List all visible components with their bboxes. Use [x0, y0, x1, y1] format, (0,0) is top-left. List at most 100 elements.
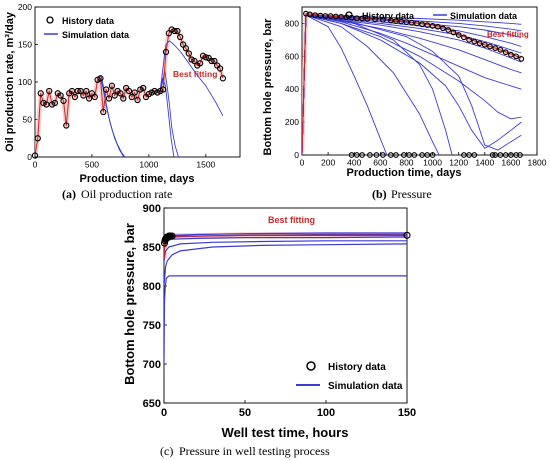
- panel-oil-production-rate: 0 500 1000 1500 0 50 100 150 200 Oil production …: [4, 2, 241, 201]
- history-point-b: [508, 152, 514, 158]
- history-point-b: [317, 12, 324, 19]
- history-point-b: [312, 12, 318, 19]
- simulation-line-c-4: [164, 243, 407, 287]
- x-tick-label-c: 100: [317, 407, 335, 419]
- y-tick-label-a: 50: [23, 115, 33, 125]
- history-point-b: [393, 18, 399, 24]
- legend-marker-history-a: [46, 16, 54, 24]
- y-tick-label-b: 600: [285, 51, 299, 61]
- history-point-b: [518, 55, 525, 62]
- history-point-b: [487, 43, 493, 50]
- history-point-b: [419, 21, 425, 28]
- history-point-b: [373, 152, 380, 158]
- x-tick-label-b: 1800: [528, 158, 547, 168]
- y-tick-label-a: 150: [18, 40, 32, 50]
- x-tick-label-b: 0: [300, 158, 305, 168]
- history-point-b: [372, 16, 378, 23]
- history-point-b: [327, 13, 334, 19]
- history-point-a: [211, 57, 218, 65]
- history-point-a: [80, 92, 87, 99]
- history-point-a: [162, 48, 170, 56]
- x-tick-label-b: 400: [347, 158, 361, 168]
- history-point-a: [51, 99, 59, 107]
- history-point-b: [455, 32, 462, 38]
- legend-marker-history-b: [345, 11, 353, 19]
- history-point-a: [131, 89, 138, 96]
- history-point-b: [408, 19, 415, 26]
- y-tick-label-b: 400: [285, 84, 299, 94]
- history-point-a: [216, 65, 224, 72]
- legend-label-simulation-a: Simulation data: [62, 30, 130, 40]
- history-point-a: [83, 87, 90, 95]
- legend-a: History data Simulation data: [44, 16, 130, 40]
- caption-a: Oil production rate: [81, 187, 172, 201]
- legend-c: History data Simulation data: [296, 361, 403, 392]
- history-point-b: [461, 34, 467, 41]
- legend-label-history-c: History data: [328, 362, 386, 373]
- history-point-a: [159, 86, 167, 93]
- history-point-a: [31, 152, 39, 159]
- caption-c: Pressure in well testing process: [179, 444, 330, 458]
- history-point-a: [111, 92, 118, 99]
- y-tick-label-b: 800: [285, 18, 299, 28]
- history-point-b: [359, 152, 365, 158]
- history-point-b: [489, 152, 496, 158]
- x-axis-label-b: Production time, days: [347, 167, 462, 179]
- history-point-a: [74, 87, 81, 95]
- history-point-b: [513, 152, 519, 158]
- x-tick-label-b: 200: [321, 158, 335, 168]
- history-point-a: [57, 92, 64, 99]
- history-point-b: [481, 41, 488, 48]
- history-point-b: [398, 18, 405, 25]
- y-tick-label-b: 0: [294, 150, 299, 160]
- x-tick-label-c: 0: [161, 407, 167, 419]
- history-point-a: [34, 135, 41, 142]
- history-point-b: [434, 23, 441, 30]
- history-point-b: [466, 152, 472, 158]
- history-point-a: [140, 84, 147, 92]
- history-point-a: [117, 90, 124, 97]
- history-point-b: [429, 152, 436, 158]
- history-point-b: [471, 38, 478, 45]
- history-point-a: [174, 27, 181, 35]
- history-point-b: [492, 152, 499, 158]
- history-point-b: [353, 152, 360, 158]
- history-point-a: [177, 33, 184, 41]
- plot-area-a: [34, 6, 241, 158]
- history-point-b: [303, 10, 309, 17]
- legend-label-simulation-c: Simulation data: [328, 381, 403, 392]
- history-point-b: [380, 152, 386, 158]
- history-point-b: [387, 152, 394, 158]
- x-tick-label-b: 1000: [423, 158, 442, 168]
- history-point-b: [476, 40, 483, 47]
- y-tick-label-c: 650: [143, 398, 161, 410]
- annotation-best-fitting-a: Best fitting: [173, 69, 217, 79]
- legend-label-simulation-b: Simulation data: [450, 11, 518, 21]
- annotation-best-fitting-c: Best fitting: [268, 215, 315, 225]
- history-point-c: [168, 232, 176, 240]
- history-point-a: [100, 108, 107, 116]
- history-point-a: [97, 75, 104, 82]
- history-point-a: [60, 97, 67, 104]
- history-point-a: [37, 90, 44, 97]
- y-axis-label-c: Bottom hole pressure, bar: [122, 223, 137, 385]
- history-point-a: [103, 86, 110, 93]
- caption-label-b: (b): [372, 187, 387, 201]
- history-point-a: [191, 57, 198, 65]
- history-point-b: [380, 16, 386, 23]
- history-point-a: [171, 27, 178, 35]
- y-axis-label-b: Bottom hole pressure, bar: [262, 18, 274, 156]
- history-point-c: [403, 231, 411, 239]
- legend-label-history-a: History data: [62, 16, 115, 26]
- history-point-a: [108, 82, 116, 89]
- plot-frame-a: [34, 6, 241, 158]
- y-tick-label-c: 750: [143, 320, 161, 332]
- y-tick-label-c: 900: [143, 203, 161, 215]
- annotation-best-fitting-b: Best fitting: [487, 30, 529, 39]
- history-point-b: [513, 53, 519, 60]
- y-tick-label-a: 200: [18, 2, 32, 12]
- history-point-b: [353, 15, 360, 22]
- simulation-line-a-2: [159, 40, 224, 117]
- y-axis-label-a: Oil production rate, m³/day: [4, 11, 16, 152]
- history-point-a: [125, 87, 133, 95]
